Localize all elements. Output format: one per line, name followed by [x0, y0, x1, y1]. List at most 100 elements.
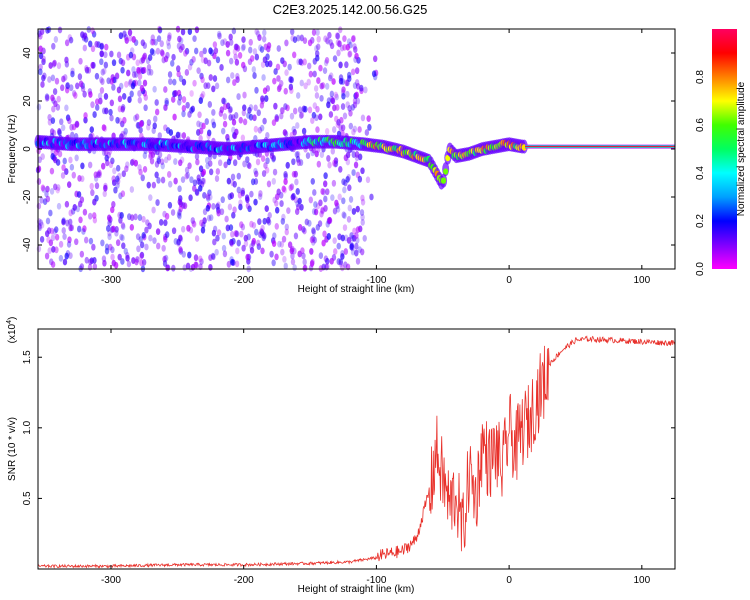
noise-speckle	[166, 153, 172, 161]
noise-speckle	[41, 74, 46, 82]
noise-speckle	[371, 70, 377, 78]
noise-speckle	[315, 126, 320, 134]
noise-speckle	[120, 66, 125, 74]
noise-speckle	[337, 233, 342, 241]
spectrogram-x-ticks: -300 -200 -100 0 100	[101, 29, 651, 286]
noise-speckle	[320, 207, 325, 215]
noise-speckle	[271, 119, 277, 127]
noise-speckle	[324, 127, 330, 135]
noise-speckle	[236, 172, 241, 180]
noise-speckle	[159, 40, 164, 48]
noise-speckle	[126, 69, 131, 77]
noise-speckle	[355, 257, 361, 265]
noise-speckle	[164, 231, 170, 239]
noise-speckle	[254, 28, 259, 36]
noise-speckle	[135, 59, 140, 67]
noise-speckle	[212, 41, 218, 49]
noise-speckle	[195, 158, 200, 166]
noise-speckle	[66, 181, 72, 189]
snr-y-exponent-power: 4	[6, 320, 13, 324]
noise-speckle	[149, 68, 154, 76]
noise-speckle	[264, 60, 270, 68]
noise-speckle	[44, 95, 50, 102]
noise-speckle	[45, 94, 50, 102]
noise-speckle	[293, 170, 298, 178]
noise-speckle	[61, 218, 66, 226]
noise-speckle	[159, 49, 165, 56]
noise-speckle	[353, 161, 359, 169]
colorbar: 0.0 0.2 0.4 0.6 0.8 Normalized spectral ampl…	[695, 29, 747, 276]
noise-speckle	[203, 82, 208, 90]
noise-speckle	[176, 70, 181, 78]
noise-speckle	[263, 162, 268, 169]
noise-speckle	[222, 38, 228, 45]
noise-speckle	[264, 205, 269, 213]
noise-speckle	[201, 221, 206, 229]
noise-speckle	[242, 104, 247, 112]
noise-speckle	[81, 228, 86, 235]
noise-speckle	[340, 130, 345, 137]
noise-speckle	[341, 211, 346, 219]
noise-speckle	[152, 237, 157, 244]
noise-speckle	[194, 47, 199, 55]
noise-speckle	[227, 193, 233, 201]
noise-speckle	[242, 91, 247, 99]
noise-speckle	[146, 64, 152, 71]
noise-speckle	[118, 32, 124, 40]
noise-speckle	[223, 103, 228, 111]
noise-speckle	[78, 80, 84, 88]
noise-speckle	[39, 196, 44, 204]
noise-speckle	[164, 97, 169, 105]
noise-speckle	[243, 234, 249, 242]
noise-speckle	[187, 251, 192, 259]
noise-speckle	[233, 53, 238, 61]
noise-speckle	[289, 87, 294, 94]
noise-speckle	[232, 132, 238, 140]
noise-speckle	[338, 77, 344, 85]
noise-speckle	[303, 264, 308, 272]
noise-speckle	[198, 134, 203, 142]
noise-speckle	[114, 226, 119, 233]
noise-speckle	[138, 126, 143, 134]
noise-speckle	[82, 225, 87, 233]
noise-speckle	[298, 58, 303, 66]
noise-speckle	[248, 113, 254, 121]
noise-speckle	[146, 119, 152, 126]
noise-speckle	[106, 214, 112, 222]
noise-speckle	[90, 27, 95, 35]
noise-speckle	[236, 239, 241, 247]
noise-speckle	[166, 171, 172, 178]
noise-speckle	[109, 77, 114, 85]
noise-speckle	[360, 213, 365, 221]
noise-speckle	[346, 38, 352, 46]
noise-speckle	[310, 177, 315, 185]
noise-speckle	[312, 102, 318, 110]
noise-speckle	[228, 114, 233, 121]
noise-speckle	[288, 83, 294, 91]
noise-speckle	[100, 78, 105, 85]
noise-speckle	[324, 37, 330, 44]
noise-speckle	[238, 199, 243, 207]
noise-speckle	[149, 48, 155, 55]
noise-speckle	[118, 216, 123, 224]
noise-speckle	[340, 78, 346, 86]
noise-speckle	[175, 131, 181, 139]
noise-speckle	[253, 167, 258, 175]
noise-speckle	[82, 32, 88, 40]
noise-speckle	[68, 252, 73, 260]
noise-speckle	[319, 151, 325, 159]
noise-speckle	[331, 126, 337, 133]
noise-speckle	[137, 96, 143, 104]
noise-speckle	[41, 55, 46, 63]
noise-speckle	[182, 264, 187, 272]
noise-speckle	[199, 258, 204, 265]
noise-speckle	[66, 241, 72, 248]
colorbar-tick-label: 0.6	[695, 118, 706, 132]
noise-speckle	[128, 34, 133, 42]
noise-speckle	[229, 238, 234, 246]
noise-speckle	[249, 220, 254, 228]
noise-speckle	[225, 76, 231, 84]
noise-speckle	[201, 122, 206, 130]
noise-speckle	[39, 221, 45, 229]
noise-speckle	[211, 202, 216, 210]
